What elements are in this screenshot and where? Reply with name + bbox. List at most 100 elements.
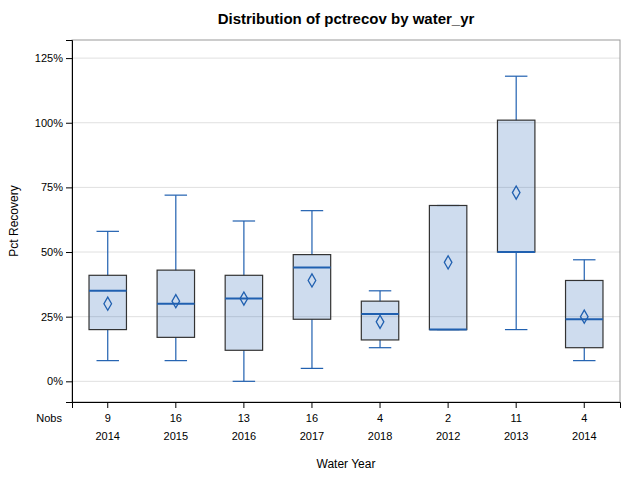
box <box>157 270 194 337</box>
nobs-label: Nobs <box>36 412 62 424</box>
mean-marker <box>240 292 248 305</box>
box-group <box>293 211 330 369</box>
plot-frame <box>72 40 620 402</box>
x-tick-label: 2014 <box>572 430 596 442</box>
y-axis-line <box>66 41 73 403</box>
median <box>225 298 262 300</box>
y-tick: 100% <box>35 117 72 129</box>
cap-low <box>573 360 595 361</box>
y-tick-mark <box>66 252 72 253</box>
x-tick-label: 2018 <box>368 430 392 442</box>
box <box>293 255 330 320</box>
x-tick-label: 2017 <box>300 430 324 442</box>
median <box>566 318 603 320</box>
whisker-high <box>107 231 108 275</box>
box-group <box>429 205 466 329</box>
grid-line <box>72 381 620 382</box>
whisker-high <box>311 211 312 255</box>
y-tick: 125% <box>35 52 72 64</box>
x-tick: 2016 <box>232 402 256 442</box>
median <box>497 251 534 253</box>
cap-high <box>97 231 119 232</box>
x-tick-label: 2012 <box>436 430 460 442</box>
cap-high <box>233 220 255 221</box>
mean-marker <box>444 256 452 269</box>
whisker-low <box>379 340 380 348</box>
x-tick-label: 2014 <box>95 430 119 442</box>
cap-low <box>369 347 391 348</box>
nobs-value: 4 <box>581 412 587 424</box>
whisker-high <box>516 76 517 120</box>
y-tick: 25% <box>41 311 72 323</box>
cap-low <box>505 329 527 330</box>
grid-line <box>72 316 620 317</box>
y-tick-label: 0% <box>47 375 63 387</box>
title: Distribution of pctrecov by water_yr <box>218 10 475 27</box>
whisker-high <box>379 291 380 301</box>
y-tick-mark <box>66 381 72 382</box>
grid-line <box>72 122 620 123</box>
x-tick: 2014 <box>572 402 596 442</box>
x-tick: 2018 <box>368 402 392 442</box>
x-tick: 2017 <box>300 402 324 442</box>
box <box>225 275 262 350</box>
box-group <box>361 291 398 348</box>
x-tick-mark <box>380 402 381 408</box>
median <box>157 303 194 305</box>
cap-high <box>301 210 323 211</box>
whisker-low <box>175 337 176 360</box>
nobs-value: 9 <box>105 412 111 424</box>
nobs-value: 16 <box>306 412 318 424</box>
cap-high <box>165 195 187 196</box>
y-tick-mark <box>66 317 72 318</box>
cap-low <box>233 381 255 382</box>
y-tick-mark <box>66 123 72 124</box>
box <box>566 280 603 347</box>
x-tick: 2012 <box>436 402 460 442</box>
box <box>361 301 398 340</box>
y-axis-title: Pct Recovery <box>7 185 21 256</box>
nobs-value: 2 <box>445 412 451 424</box>
y-tick-mark <box>66 58 72 59</box>
grid-line <box>72 58 620 59</box>
nobs-value: 16 <box>170 412 182 424</box>
y-tick-mark <box>66 187 72 188</box>
grid-line <box>72 187 620 188</box>
cap-low <box>301 368 323 369</box>
x-axis: 2014 2015 2016 2017 2018 2012 2013 2014 <box>73 402 621 442</box>
y-tick: 0% <box>47 375 72 387</box>
whisker-high <box>584 260 585 281</box>
box <box>497 120 534 252</box>
whisker-low <box>516 252 517 330</box>
x-tick-mark <box>448 402 449 408</box>
box-group <box>497 76 534 329</box>
cap-high <box>505 76 527 77</box>
box-group <box>566 260 603 361</box>
mean-marker <box>580 310 588 323</box>
y-tick-label: 25% <box>41 311 63 323</box>
whisker-high <box>243 221 244 275</box>
x-tick-mark <box>175 402 176 408</box>
y-tick: 75% <box>41 181 72 193</box>
y-tick-label: 75% <box>41 181 63 193</box>
grid-line <box>72 252 620 253</box>
box <box>89 275 126 329</box>
x-tick-mark <box>311 402 312 408</box>
whisker-low <box>107 330 108 361</box>
box <box>429 205 466 329</box>
y-tick-label: 50% <box>41 246 63 258</box>
x-axis-line <box>73 403 621 409</box>
x-tick-label: 2015 <box>164 430 188 442</box>
y-axis: 0% 25% 50% 75% 100% 125% <box>35 41 73 403</box>
x-tick-mark <box>243 402 244 408</box>
x-tick: 2015 <box>164 402 188 442</box>
whisker-low <box>584 348 585 361</box>
x-tick-label: 2013 <box>504 430 528 442</box>
median <box>429 329 466 331</box>
box-group <box>225 221 262 381</box>
grid <box>72 58 620 381</box>
nobs-row: Nobs916131642114 <box>36 412 587 424</box>
mean-marker <box>376 315 384 328</box>
x-tick: 2014 <box>95 402 119 442</box>
x-tick: 2013 <box>504 402 528 442</box>
